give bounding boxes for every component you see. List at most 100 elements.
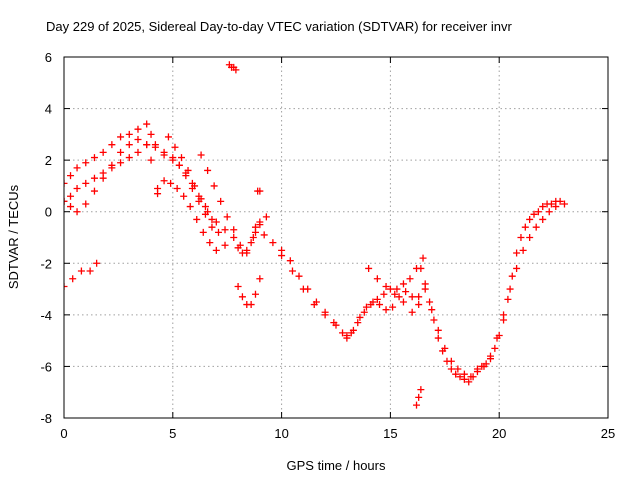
- y-tick-label: 4: [45, 102, 52, 117]
- data-point-track-i: [251, 290, 259, 298]
- data-point-track-g: [77, 267, 85, 275]
- data-point-track-a: [117, 133, 125, 141]
- data-point-track-p: [519, 246, 527, 254]
- data-point-track-d: [206, 239, 214, 247]
- data-point-track-f: [230, 226, 238, 234]
- data-point-track-c: [108, 161, 116, 169]
- data-point-track-n: [415, 393, 423, 401]
- data-point-track-p: [441, 344, 449, 352]
- x-axis-label: GPS time / hours: [287, 458, 386, 473]
- data-point-track-o: [508, 272, 516, 280]
- data-point-track-b: [151, 143, 159, 151]
- data-point-track-b: [134, 148, 142, 156]
- data-point-track-k: [419, 254, 427, 262]
- data-point-track-c: [147, 156, 155, 164]
- data-point-track-l: [376, 301, 384, 309]
- data-point-track-a: [64, 179, 68, 187]
- data-point-track-l: [369, 298, 377, 306]
- x-tick-label: 25: [601, 426, 615, 441]
- x-tick-label: 10: [274, 426, 288, 441]
- data-point-track-e: [212, 218, 220, 226]
- data-point-track-c: [99, 174, 107, 182]
- data-point-track-e: [197, 195, 205, 203]
- data-point-track-c: [117, 148, 125, 156]
- data-point-track-o: [491, 344, 499, 352]
- data-point-track-k: [406, 275, 414, 283]
- data-point-track-p: [500, 311, 508, 319]
- data-point-track-j: [256, 187, 264, 195]
- data-point-track-k: [399, 280, 407, 288]
- data-point-track-i: [256, 275, 264, 283]
- data-point-track-k: [354, 319, 362, 327]
- data-point-track-g: [69, 275, 77, 283]
- data-point-track-p: [434, 326, 442, 334]
- data-point-track-b: [208, 223, 216, 231]
- data-point-track-f: [217, 197, 225, 205]
- data-point-track-i: [238, 293, 246, 301]
- data-point-track-a: [143, 120, 151, 128]
- data-point-track-k: [260, 231, 268, 239]
- data-point-track-b: [160, 148, 168, 156]
- data-point-track-o: [517, 234, 525, 241]
- data-point-track-k: [286, 257, 294, 265]
- data-point-track-m: [382, 282, 390, 290]
- data-point-track-p: [480, 362, 488, 370]
- data-point-track-f: [249, 234, 257, 241]
- data-point-track-p: [552, 203, 560, 211]
- x-tick-label: 20: [492, 426, 506, 441]
- data-point-track-e: [247, 239, 255, 247]
- data-point-track-c: [73, 208, 81, 216]
- data-point-track-b: [117, 159, 125, 167]
- data-point-track-l: [362, 303, 370, 311]
- data-point-track-b: [169, 154, 177, 162]
- data-point-track-n: [413, 401, 421, 409]
- data-point-track-h: [232, 66, 240, 74]
- data-point-track-o: [556, 197, 564, 205]
- x-tick-label: 15: [383, 426, 397, 441]
- data-point-track-a: [99, 148, 107, 156]
- data-point-track-b: [90, 174, 98, 182]
- data-point-track-a: [208, 215, 216, 223]
- data-point-track-f: [256, 218, 264, 226]
- data-point-track-l: [310, 301, 318, 309]
- data-point-track-c: [143, 141, 151, 149]
- data-point-track-d: [160, 177, 168, 185]
- data-point-track-o: [452, 370, 460, 378]
- data-point-track-g: [93, 259, 101, 267]
- data-point-track-m: [415, 293, 423, 301]
- data-point-track-p: [454, 365, 462, 373]
- data-point-track-b: [125, 154, 133, 162]
- data-point-track-l: [288, 267, 296, 275]
- data-point-track-m: [365, 264, 373, 272]
- data-point-track-l: [402, 288, 410, 296]
- data-point-track-d: [167, 179, 175, 187]
- data-point-track-o: [534, 208, 542, 216]
- data-point-track-f: [197, 151, 205, 159]
- data-point-track-g: [64, 282, 68, 290]
- data-point-track-p: [532, 223, 540, 231]
- data-point-track-a: [214, 228, 222, 236]
- data-point-track-o: [521, 223, 529, 231]
- data-point-track-k: [386, 285, 394, 293]
- data-point-track-m: [391, 290, 399, 298]
- data-point-track-a: [108, 141, 116, 149]
- data-point-track-o: [465, 378, 473, 386]
- y-tick-label: -8: [40, 411, 52, 426]
- data-point-track-f: [243, 249, 251, 257]
- data-point-track-l: [356, 313, 364, 321]
- data-point-track-m: [399, 298, 407, 306]
- data-point-track-b: [182, 172, 190, 180]
- data-point-track-o: [434, 334, 442, 342]
- data-point-track-e: [204, 208, 212, 216]
- data-point-track-d: [180, 192, 188, 200]
- axis-ticks: 0 5 10 15 20 25 -8 -6 -4 -2 0 2 4 6: [40, 50, 615, 441]
- data-point-track-f: [262, 213, 270, 221]
- y-tick-label: 6: [45, 50, 52, 65]
- chart-title: Day 229 of 2025, Sidereal Day-to-day VTE…: [46, 19, 512, 34]
- data-point-track-e: [184, 166, 192, 174]
- data-point-track-b: [73, 185, 81, 193]
- y-tick-label: 0: [45, 205, 52, 220]
- data-point-track-f: [223, 213, 231, 221]
- data-point-track-p: [486, 352, 494, 360]
- data-point-track-c: [125, 141, 133, 149]
